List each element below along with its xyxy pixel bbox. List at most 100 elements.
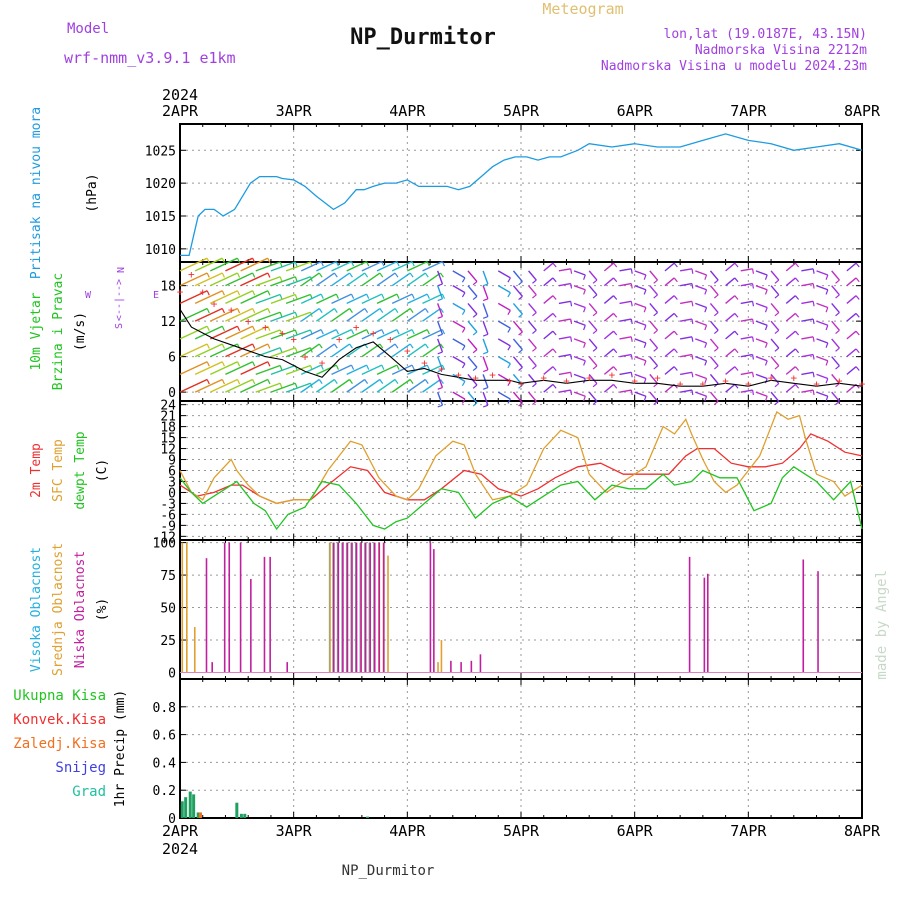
wind-barb <box>543 277 554 287</box>
wind-barb-flag <box>424 379 429 384</box>
wind-barb-flag <box>835 400 840 405</box>
wind-barb <box>194 290 223 305</box>
wind-barb-flag <box>570 354 573 360</box>
wind-barb <box>300 293 322 305</box>
wind-barb <box>361 378 381 393</box>
wind-barb-flag <box>518 349 523 354</box>
compass-w: W <box>85 290 92 301</box>
wind-barb-flag <box>774 400 780 405</box>
wind-barb <box>725 277 736 287</box>
wind-barb-flag <box>592 400 598 405</box>
wind-barb <box>467 285 478 297</box>
panel-ylabel: Visoka Oblacnost <box>29 547 44 672</box>
wind-barb-flag <box>409 343 414 349</box>
wind-barb-flag <box>267 379 271 385</box>
wind-barb <box>588 285 598 296</box>
wind-barb-flag <box>294 383 298 389</box>
wind-barb <box>436 391 444 406</box>
footer-station: NP_Durmitor <box>342 863 435 879</box>
wind-barb <box>422 343 441 358</box>
wind-barb-flag <box>350 364 355 370</box>
wind-barb-flag <box>424 308 429 313</box>
wind-barb <box>558 336 571 340</box>
wind-barb-flag <box>552 366 557 371</box>
wind-barb <box>179 361 208 376</box>
wind-barb-flag <box>794 366 800 371</box>
wind-barb <box>603 348 614 358</box>
wind-barb-flag <box>592 279 598 284</box>
wind-barb <box>331 272 350 287</box>
wind-barb-flag <box>379 379 384 384</box>
wind-barb <box>240 272 269 287</box>
wind-barb <box>664 348 675 358</box>
wind-barb <box>467 356 478 368</box>
wind-barb <box>801 282 814 287</box>
wind-barb <box>801 353 814 358</box>
wind-barb <box>846 262 857 272</box>
wind-barb <box>210 257 238 272</box>
wind-barb <box>619 282 632 287</box>
wind-barb-flag <box>252 272 256 278</box>
wind-barb-flag <box>335 261 339 267</box>
wind-barb-flag <box>482 333 489 337</box>
wind-barb-flag <box>440 379 444 384</box>
wind-barb <box>285 329 311 340</box>
wind-barb-flag <box>764 325 768 331</box>
x-tick-label-bottom: 5APR <box>503 822 540 840</box>
wind-barb <box>346 272 366 287</box>
wind-barb <box>709 391 719 402</box>
wind-barb-flag <box>734 295 739 300</box>
precip-bar <box>239 813 243 818</box>
precip-bar <box>235 802 239 818</box>
wind-barb <box>406 272 426 287</box>
wind-barb <box>422 328 443 340</box>
wind-barb-flag <box>643 274 647 280</box>
wind-barb <box>649 320 659 331</box>
wind-barb <box>831 338 840 349</box>
panel-ylabel: Niska Oblacnost <box>73 551 88 668</box>
wind-barb-flag <box>349 343 353 349</box>
wind-barb <box>255 329 281 340</box>
wind-barb <box>255 382 281 393</box>
wind-barb-flag <box>825 396 829 402</box>
wind-barb-flag <box>532 312 537 317</box>
wind-barb <box>285 293 311 305</box>
wind-barb <box>270 261 296 272</box>
wind-barb-flag <box>691 336 694 342</box>
wind-barb <box>270 382 296 393</box>
wind-barb <box>406 378 426 393</box>
wind-barb-flag <box>396 364 400 370</box>
wind-barb <box>225 343 253 358</box>
wind-barb <box>770 320 780 331</box>
wind-barb-flag <box>461 363 466 369</box>
wind-barb <box>695 391 707 397</box>
wind-barb-flag <box>673 295 678 300</box>
precip-bar <box>198 812 202 818</box>
wind-barb <box>543 262 554 272</box>
wind-gust-marker: + <box>700 377 707 390</box>
wind-barb <box>512 320 523 333</box>
wind-barb <box>558 268 571 272</box>
wind-barb-flag <box>552 262 557 268</box>
pressure-line <box>180 133 863 257</box>
wind-gust-marker: + <box>836 374 843 387</box>
wind-barb <box>346 260 367 272</box>
wind-barb <box>588 356 598 367</box>
wind-barb-flag <box>532 365 537 370</box>
wind-barb <box>680 353 693 358</box>
wind-barb <box>528 338 537 349</box>
wind-barb <box>240 378 269 393</box>
wind-gust-marker: + <box>540 371 547 384</box>
wind-gust-marker: + <box>302 351 309 364</box>
wind-barb-flag <box>437 315 443 319</box>
wind-barb-flag <box>441 329 446 335</box>
wind-barb <box>467 320 478 333</box>
compass-s: S <box>114 323 125 329</box>
wind-barb <box>588 302 598 314</box>
wind-barb-flag <box>653 365 658 370</box>
model-label: Model <box>67 21 109 37</box>
wind-barb-flag <box>532 347 537 352</box>
wind-barb-flag <box>335 293 339 299</box>
